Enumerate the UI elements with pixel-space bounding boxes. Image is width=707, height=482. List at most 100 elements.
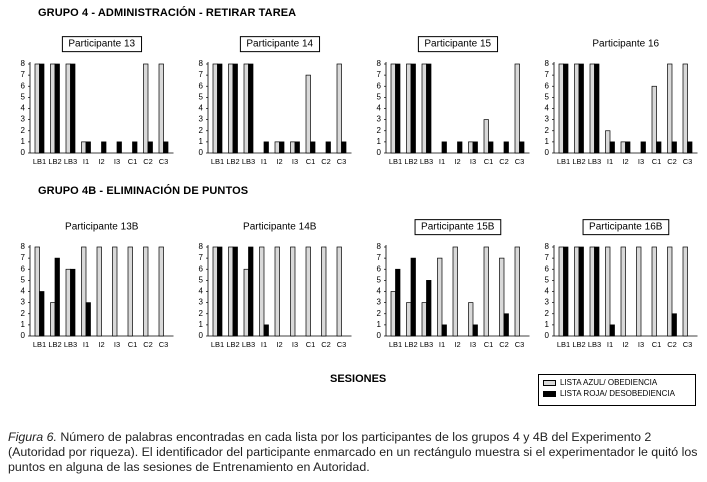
y-tick-label: 6 [545,81,550,90]
chart-title-box [582,219,670,236]
y-tick-label: 8 [377,59,382,68]
chart-panel-participante-16b: Participante 16B 0 1 2 3 4 5 6 7 8 LB1 LB2 LB3 I1 I2 I3… [545,219,698,349]
bar-blue-lb3 [589,246,595,337]
x-tick-label-i3: I3 [638,340,644,349]
x-axis-label: SESIONES [330,373,387,385]
legend-swatch-blue-list [543,379,556,386]
bar-blue-lb2 [228,246,234,337]
bar-red-i1 [441,324,447,337]
bar-blue-lb2 [228,63,234,154]
bar-blue-c2 [667,63,673,154]
bar-blue-lb1 [212,63,218,154]
y-tick-label: 3 [377,115,382,124]
y-tick-label: 1 [199,320,204,329]
bar-red-i1 [85,141,91,154]
x-tick-label-i3: I3 [292,157,298,166]
x-tick-label-c3: C3 [515,340,525,349]
bar-red-c2 [147,141,153,154]
legend: LISTA AZUL/ OBEDIENCIA LISTA ROJA/ DESOB… [538,374,696,406]
y-tick-label: 6 [21,81,26,90]
y-tick-label: 5 [199,92,204,101]
y-tick-label: 7 [545,253,550,262]
x-tick-label-c2: C2 [321,340,331,349]
y-tick-label: 5 [377,275,382,284]
bar-blue-i1 [605,130,611,154]
y-tick-label: 6 [377,264,382,273]
y-tick-label: 4 [377,287,382,296]
y-tick-label: 8 [199,242,204,251]
bar-blue-i1 [259,246,265,337]
x-tick-label-c3: C3 [159,340,169,349]
y-tick-label: 7 [545,70,550,79]
chart-title-group: Participante 15B [414,219,502,236]
bar-blue-c3 [514,246,520,337]
x-tick-label-c2: C2 [667,340,677,349]
bar-blue-i1 [81,246,87,337]
bar-red-c2 [503,141,509,154]
bar-blue-c2 [667,246,673,337]
chart-title: Participante 16B [589,222,663,233]
y-tick-label: 3 [199,115,204,124]
y-tick-label: 3 [545,115,550,124]
figure-caption: Figura 6. Número de palabras encontradas… [8,430,707,475]
chart-panel-participante-14b: Participante 14B 0 1 2 3 4 5 6 7 8 LB1 LB2 LB3 I1 I2 I3… [199,222,352,349]
y-tick-label: 6 [545,264,550,273]
chart-panel-participante-13b: Participante 13B 0 1 2 3 4 5 6 7 8 LB1 LB2 LB3 I1 I2 I3… [21,222,174,349]
bar-blue-c2 [321,246,327,337]
y-tick-label: 8 [199,59,204,68]
bar-red-lb3 [70,63,76,154]
bar-red-c3 [341,141,347,154]
bar-red-lb2 [578,246,584,337]
bar-blue-i2 [274,246,280,337]
bar-blue-lb3 [65,268,71,337]
y-tick-label: 6 [199,81,204,90]
y-tick-label: 4 [377,104,382,113]
bar-blue-i2 [620,246,626,337]
chart-title-group: Participante 16B [582,219,670,236]
bar-blue-lb1 [390,63,396,154]
y-tick-label: 4 [21,104,26,113]
chart-title-box [239,36,321,53]
bar-blue-lb3 [65,63,71,154]
chart-panel-participante-14: Participante 14 0 1 2 3 4 5 6 7 8 LB1 LB2 LB3 I1 I2 I3 C… [199,36,352,166]
y-tick-label: 0 [377,331,382,340]
x-tick-label-lb2: LB2 [226,157,239,166]
x-tick-label-i1: I1 [83,340,89,349]
bar-blue-lb2 [574,246,580,337]
bar-blue-c3 [158,246,164,337]
y-tick-label: 4 [21,287,26,296]
x-tick-label-lb1: LB1 [33,340,46,349]
bar-blue-lb1 [558,246,564,337]
x-tick-label-c1: C1 [128,340,138,349]
y-tick-label: 1 [377,320,382,329]
bar-red-c2 [503,313,509,337]
bar-red-i2 [625,141,631,154]
x-tick-label-lb1: LB1 [33,157,46,166]
chart-panel-participante-16: Participante 16 0 1 2 3 4 5 6 7 8 LB1 LB2 LB3 I1 I2 I3 C… [545,39,698,166]
y-tick-label: 2 [377,309,382,318]
bar-red-lb3 [70,268,76,337]
bar-blue-c1 [483,246,489,337]
x-tick-label-lb1: LB1 [211,157,224,166]
x-tick-label-lb3: LB3 [420,157,433,166]
x-tick-label-c3: C3 [683,340,693,349]
x-tick-label-lb2: LB2 [48,157,61,166]
bar-blue-c1 [651,246,657,337]
x-tick-label-c1: C1 [306,157,316,166]
chart-title-box [61,36,143,53]
x-tick-label-lb3: LB3 [242,340,255,349]
y-tick-label: 3 [377,298,382,307]
bar-red-c3 [163,141,169,154]
x-tick-label-lb1: LB1 [557,157,570,166]
bar-blue-lb2 [574,63,580,154]
x-tick-label-i3: I3 [114,157,120,166]
bar-red-lb1 [563,246,569,337]
y-tick-label: 5 [21,92,26,101]
bar-blue-c2 [143,246,149,337]
chart-title: Participante 14 [246,39,313,50]
x-tick-label-lb2: LB2 [572,157,585,166]
x-tick-label-lb3: LB3 [242,157,255,166]
figure-label: Figura 6. [8,430,57,444]
bar-blue-c2 [143,63,149,154]
bar-blue-lb1 [34,63,40,154]
